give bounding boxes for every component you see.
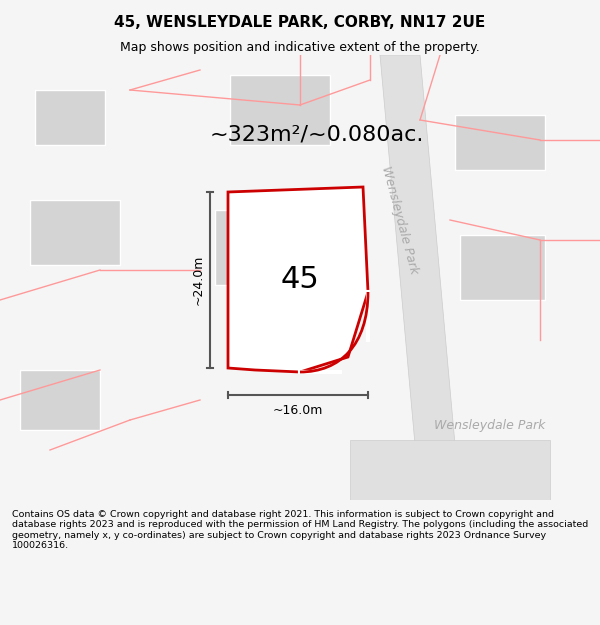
Bar — [455, 115, 545, 170]
Text: 45, WENSLEYDALE PARK, CORBY, NN17 2UE: 45, WENSLEYDALE PARK, CORBY, NN17 2UE — [115, 16, 485, 31]
Text: Contains OS data © Crown copyright and database right 2021. This information is : Contains OS data © Crown copyright and d… — [12, 510, 588, 550]
Bar — [230, 75, 330, 145]
Text: 45: 45 — [281, 266, 319, 294]
Bar — [460, 235, 545, 300]
Polygon shape — [228, 187, 368, 372]
Bar — [35, 90, 105, 145]
Text: ~24.0m: ~24.0m — [191, 255, 205, 305]
Text: ~16.0m: ~16.0m — [273, 404, 323, 416]
Text: Wensleydale Park: Wensleydale Park — [379, 164, 421, 276]
Polygon shape — [350, 440, 550, 500]
Bar — [20, 370, 100, 430]
Text: Wensleydale Park: Wensleydale Park — [434, 419, 545, 431]
Text: ~323m²/~0.080ac.: ~323m²/~0.080ac. — [210, 125, 424, 145]
Polygon shape — [380, 55, 460, 500]
Text: Map shows position and indicative extent of the property.: Map shows position and indicative extent… — [120, 41, 480, 54]
Bar — [215, 210, 315, 285]
Bar — [30, 200, 120, 265]
